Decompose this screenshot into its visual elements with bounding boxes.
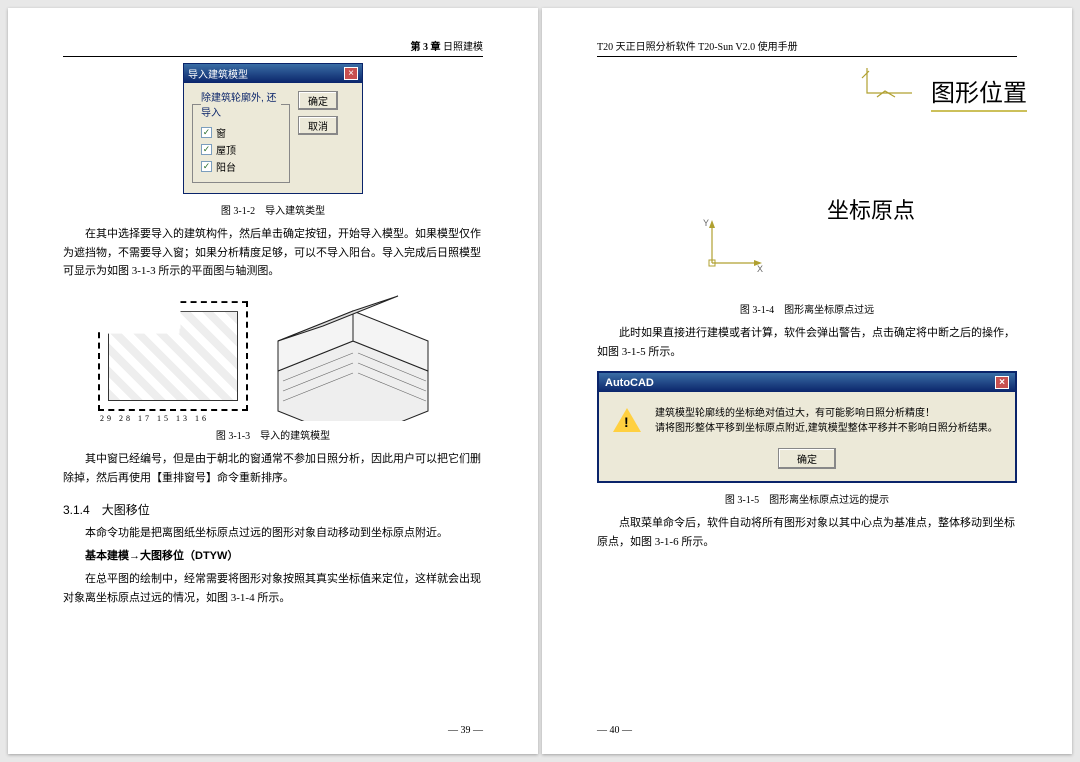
dialog-title-text: 导入建筑模型 [188, 66, 248, 81]
figure-caption-3-1-4: 图 3-1-4 图形离坐标原点过远 [597, 301, 1017, 316]
paragraph: 其中窗已经编号，但是由于朝北的窗通常不参加日照分析，因此用户可以把它们删除掉，然… [63, 450, 483, 487]
plan-roof [108, 311, 238, 401]
close-icon[interactable]: × [344, 67, 358, 80]
import-dialog: 导入建筑模型 × 除建筑轮廓外, 还导入 ✓ 窗 ✓ 屋顶 ✓ [183, 63, 363, 194]
ucs-icon-small [857, 63, 917, 103]
dialog-body: 除建筑轮廓外, 还导入 ✓ 窗 ✓ 屋顶 ✓ 阳台 确定 [184, 83, 362, 193]
paragraph: 本命令功能是把离图纸坐标原点过远的图形对象自动移动到坐标原点附近。 [63, 524, 483, 543]
alert-line-1: 建筑模型轮廓线的坐标绝对值过大，有可能影响日照分析精度！ [655, 406, 998, 421]
chapter-title: 日照建模 [443, 42, 483, 53]
figure-buildings: 29 28 17 15 13 16 [98, 291, 448, 421]
isometric-view [258, 291, 448, 421]
ucs-icon: Y X [697, 218, 767, 273]
axis-x-label: X [757, 264, 763, 273]
label-graphic-position: 图形位置 [931, 73, 1027, 112]
checkbox-label: 窗 [216, 125, 226, 140]
paragraph: 此时如果直接进行建模或者计算，软件会弹出警告，点击确定将中断之后的操作，如图 3… [597, 324, 1017, 361]
checkbox-icon[interactable]: ✓ [201, 161, 212, 172]
dimension-labels: 29 28 17 15 13 16 [100, 414, 209, 423]
manual-title: T20 天正日照分析软件 T20-Sun V2.0 使用手册 [597, 38, 798, 53]
autocad-alert-dialog: AutoCAD × 建筑模型轮廓线的坐标绝对值过大，有可能影响日照分析精度！ 请… [597, 371, 1017, 483]
page-right: T20 天正日照分析软件 T20-Sun V2.0 使用手册 图形位置 坐标原点… [542, 8, 1072, 754]
section-heading: 3.1.4 大图移位 [63, 501, 483, 518]
alert-title-text: AutoCAD [605, 377, 654, 389]
figure-caption-3-1-5: 图 3-1-5 图形离坐标原点过远的提示 [597, 491, 1017, 506]
paragraph: 在其中选择要导入的建筑构件，然后单击确定按钮，开始导入模型。如果模型仅作为遮挡物… [63, 225, 483, 281]
alert-message: 建筑模型轮廓线的坐标绝对值过大，有可能影响日照分析精度！ 请将图形整体平移到坐标… [655, 406, 998, 436]
page-spread: 第 3 章 日照建模 导入建筑模型 × 除建筑轮廓外, 还导入 ✓ 窗 ✓ [8, 8, 1072, 754]
figure-caption-3-1-3: 图 3-1-3 导入的建筑模型 [63, 427, 483, 442]
ok-button[interactable]: 确定 [298, 91, 338, 110]
paragraph: 点取菜单命令后，软件自动将所有图形对象以其中心点为基准点，整体移动到坐标原点，如… [597, 514, 1017, 551]
checkbox-row[interactable]: ✓ 阳台 [201, 159, 281, 174]
checkbox-label: 阳台 [216, 159, 236, 174]
checkbox-row[interactable]: ✓ 窗 [201, 125, 281, 140]
alert-titlebar: AutoCAD × [599, 373, 1015, 392]
alert-line-2: 请将图形整体平移到坐标原点附近,建筑模型整体平移并不影响日照分析结果。 [655, 421, 998, 436]
command-path: 基本建模→大图移位（DTYW） [63, 547, 483, 566]
dialog-titlebar: 导入建筑模型 × [184, 64, 362, 83]
alert-buttons: 确定 [599, 444, 1015, 481]
page-header: 第 3 章 日照建模 [63, 38, 483, 57]
checkbox-group: 除建筑轮廓外, 还导入 ✓ 窗 ✓ 屋顶 ✓ 阳台 [192, 89, 290, 183]
checkbox-icon[interactable]: ✓ [201, 127, 212, 138]
chapter-number: 第 3 章 [411, 42, 441, 53]
figure-caption-3-1-2: 图 3-1-2 导入建筑类型 [63, 202, 483, 217]
checkbox-icon[interactable]: ✓ [201, 144, 212, 155]
cancel-button[interactable]: 取消 [298, 116, 338, 135]
plan-view [98, 301, 248, 411]
group-label: 除建筑轮廓外, 还导入 [201, 89, 281, 119]
warning-icon [613, 408, 641, 432]
alert-body: 建筑模型轮廓线的坐标绝对值过大，有可能影响日照分析精度！ 请将图形整体平移到坐标… [599, 392, 1015, 444]
paragraph: 在总平图的绘制中，经常需要将图形对象按照其真实坐标值来定位，这样就会出现对象离坐… [63, 570, 483, 607]
page-header: T20 天正日照分析软件 T20-Sun V2.0 使用手册 [597, 38, 1017, 57]
page-number: — 40 — [597, 725, 632, 736]
checkbox-label: 屋顶 [216, 142, 236, 157]
close-icon[interactable]: × [995, 376, 1009, 389]
page-left: 第 3 章 日照建模 导入建筑模型 × 除建筑轮廓外, 还导入 ✓ 窗 ✓ [8, 8, 538, 754]
label-origin: 坐标原点 [827, 193, 915, 225]
dialog-buttons: 确定 取消 [298, 91, 338, 183]
ok-button[interactable]: 确定 [778, 448, 836, 469]
checkbox-row[interactable]: ✓ 屋顶 [201, 142, 281, 157]
axis-y-label: Y [703, 218, 709, 228]
page-number: — 39 — [448, 725, 483, 736]
figure-coordinate-far: 图形位置 坐标原点 Y X [597, 63, 1017, 293]
